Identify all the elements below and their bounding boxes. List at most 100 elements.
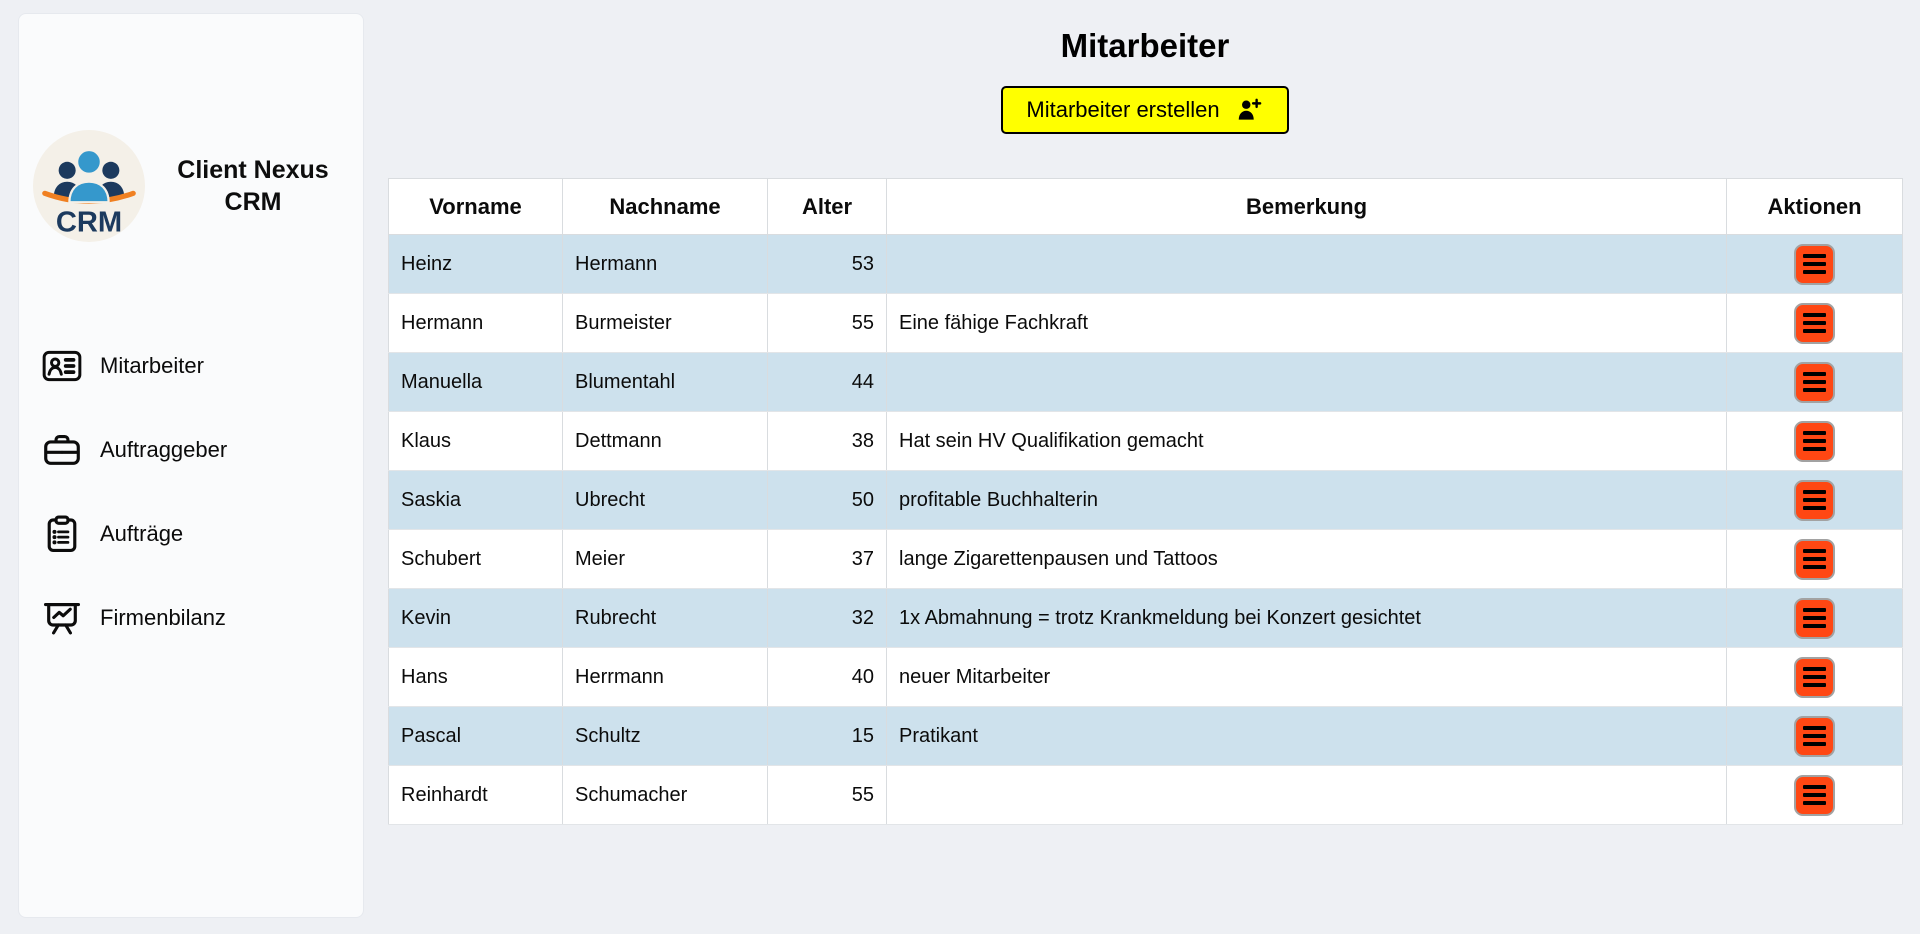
sidebar-item-mitarbeiter[interactable]: Mitarbeiter <box>41 342 204 390</box>
table-row: Schubert Meier 37 lange Zigarettenpausen… <box>388 529 1903 589</box>
cell-nachname: Hermann <box>562 234 768 294</box>
sidebar-item-label: Aufträge <box>100 521 184 546</box>
cell-alter: 55 <box>767 765 887 825</box>
cell-nachname: Burmeister <box>562 293 768 353</box>
column-header-bemerkung: Bemerkung <box>886 178 1727 235</box>
cell-bemerkung: profitable Buchhalterin <box>886 470 1727 530</box>
menu-icon <box>1803 313 1826 333</box>
row-actions-menu-button[interactable] <box>1794 715 1835 757</box>
cell-bemerkung <box>886 352 1727 412</box>
cell-bemerkung: Hat sein HV Qualifikation gemacht <box>886 411 1727 471</box>
cell-bemerkung: Pratikant <box>886 706 1727 766</box>
menu-icon <box>1803 490 1826 510</box>
table-header-row: Vorname Nachname Alter Bemerkung Aktione… <box>388 178 1903 235</box>
row-actions-menu-button[interactable] <box>1794 656 1835 698</box>
column-header-nachname: Nachname <box>562 178 768 235</box>
cell-nachname: Herrmann <box>562 647 768 707</box>
menu-icon <box>1803 372 1826 392</box>
menu-icon <box>1803 431 1826 451</box>
cell-alter: 15 <box>767 706 887 766</box>
menu-icon <box>1803 667 1826 687</box>
cell-bemerkung: Eine fähige Fachkraft <box>886 293 1727 353</box>
cell-bemerkung: neuer Mitarbeiter <box>886 647 1727 707</box>
table-row: Pascal Schultz 15 Pratikant <box>388 706 1903 766</box>
cell-alter: 37 <box>767 529 887 589</box>
app-brand: CRM Client Nexus CRM <box>33 130 363 242</box>
table-row: Klaus Dettmann 38 Hat sein HV Qualifikat… <box>388 411 1903 471</box>
cell-aktionen <box>1726 765 1903 825</box>
column-header-vorname: Vorname <box>388 178 563 235</box>
table-row: Hans Herrmann 40 neuer Mitarbeiter <box>388 647 1903 707</box>
cell-alter: 53 <box>767 234 887 294</box>
sidebar-item-auftraege[interactable]: Aufträge <box>41 510 183 558</box>
row-actions-menu-button[interactable] <box>1794 597 1835 639</box>
cell-aktionen <box>1726 647 1903 707</box>
cell-vorname: Reinhardt <box>388 765 563 825</box>
cell-aktionen <box>1726 352 1903 412</box>
cell-aktionen <box>1726 706 1903 766</box>
menu-icon <box>1803 254 1826 274</box>
row-actions-menu-button[interactable] <box>1794 774 1835 816</box>
cell-vorname: Klaus <box>388 411 563 471</box>
cell-vorname: Heinz <box>388 234 563 294</box>
column-header-alter: Alter <box>767 178 887 235</box>
table-row: Heinz Hermann 53 <box>388 234 1903 294</box>
sidebar: CRM Client Nexus CRM Mitarbeiter Auftrag… <box>18 13 364 918</box>
crm-logo-icon: CRM <box>33 130 145 242</box>
table-row: Hermann Burmeister 55 Eine fähige Fachkr… <box>388 293 1903 353</box>
presentation-chart-icon <box>43 602 81 635</box>
page-title: Mitarbeiter <box>1060 27 1230 64</box>
cell-nachname: Blumentahl <box>562 352 768 412</box>
cell-vorname: Hermann <box>388 293 563 353</box>
clipboard-list-icon <box>47 515 77 553</box>
cell-alter: 55 <box>767 293 887 353</box>
employee-table: Vorname Nachname Alter Bemerkung Aktione… <box>388 178 1903 825</box>
menu-icon <box>1803 608 1826 628</box>
briefcase-icon <box>44 434 80 465</box>
row-actions-menu-button[interactable] <box>1794 538 1835 580</box>
cell-bemerkung: lange Zigarettenpausen und Tattoos <box>886 529 1727 589</box>
table-row: Manuella Blumentahl 44 <box>388 352 1903 412</box>
sidebar-item-auftraggeber[interactable]: Auftraggeber <box>41 426 227 474</box>
row-actions-menu-button[interactable] <box>1794 302 1835 344</box>
sidebar-item-label: Auftraggeber <box>100 437 228 462</box>
cell-vorname: Saskia <box>388 470 563 530</box>
cell-alter: 32 <box>767 588 887 648</box>
create-employee-button-label: Mitarbeiter erstellen <box>1026 97 1220 122</box>
cell-vorname: Manuella <box>388 352 563 412</box>
main-content: Mitarbeiter Mitarbeiter erstellen Vornam… <box>388 0 1903 825</box>
create-employee-button[interactable]: Mitarbeiter erstellen <box>1001 86 1289 134</box>
row-actions-menu-button[interactable] <box>1794 243 1835 285</box>
cell-vorname: Hans <box>388 647 563 707</box>
cell-bemerkung <box>886 765 1727 825</box>
cell-bemerkung <box>886 234 1727 294</box>
cell-nachname: Ubrecht <box>562 470 768 530</box>
crm-logo-text: CRM <box>56 206 122 238</box>
cell-alter: 40 <box>767 647 887 707</box>
column-header-aktionen: Aktionen <box>1726 178 1903 235</box>
sidebar-item-label: Mitarbeiter <box>100 353 204 378</box>
menu-icon <box>1803 726 1826 746</box>
cell-alter: 38 <box>767 411 887 471</box>
cell-aktionen <box>1726 529 1903 589</box>
cell-vorname: Kevin <box>388 588 563 648</box>
table-row: Kevin Rubrecht 32 1x Abmahnung = trotz K… <box>388 588 1903 648</box>
cell-aktionen <box>1726 588 1903 648</box>
cell-alter: 44 <box>767 352 887 412</box>
cell-vorname: Schubert <box>388 529 563 589</box>
cell-alter: 50 <box>767 470 887 530</box>
row-actions-menu-button[interactable] <box>1794 420 1835 462</box>
sidebar-item-label: Firmenbilanz <box>100 605 226 630</box>
row-actions-menu-button[interactable] <box>1794 361 1835 403</box>
cell-bemerkung: 1x Abmahnung = trotz Krankmeldung bei Ko… <box>886 588 1727 648</box>
sidebar-item-firmenbilanz[interactable]: Firmenbilanz <box>41 594 226 642</box>
cell-aktionen <box>1726 293 1903 353</box>
app-title: Client Nexus CRM <box>177 156 329 216</box>
cell-nachname: Rubrecht <box>562 588 768 648</box>
table-row: Saskia Ubrecht 50 profitable Buchhalteri… <box>388 470 1903 530</box>
cell-aktionen <box>1726 470 1903 530</box>
table-row: Reinhardt Schumacher 55 <box>388 765 1903 825</box>
row-actions-menu-button[interactable] <box>1794 479 1835 521</box>
table-body: Heinz Hermann 53 Hermann Burmeister 55 E… <box>388 234 1903 825</box>
cell-aktionen <box>1726 411 1903 471</box>
